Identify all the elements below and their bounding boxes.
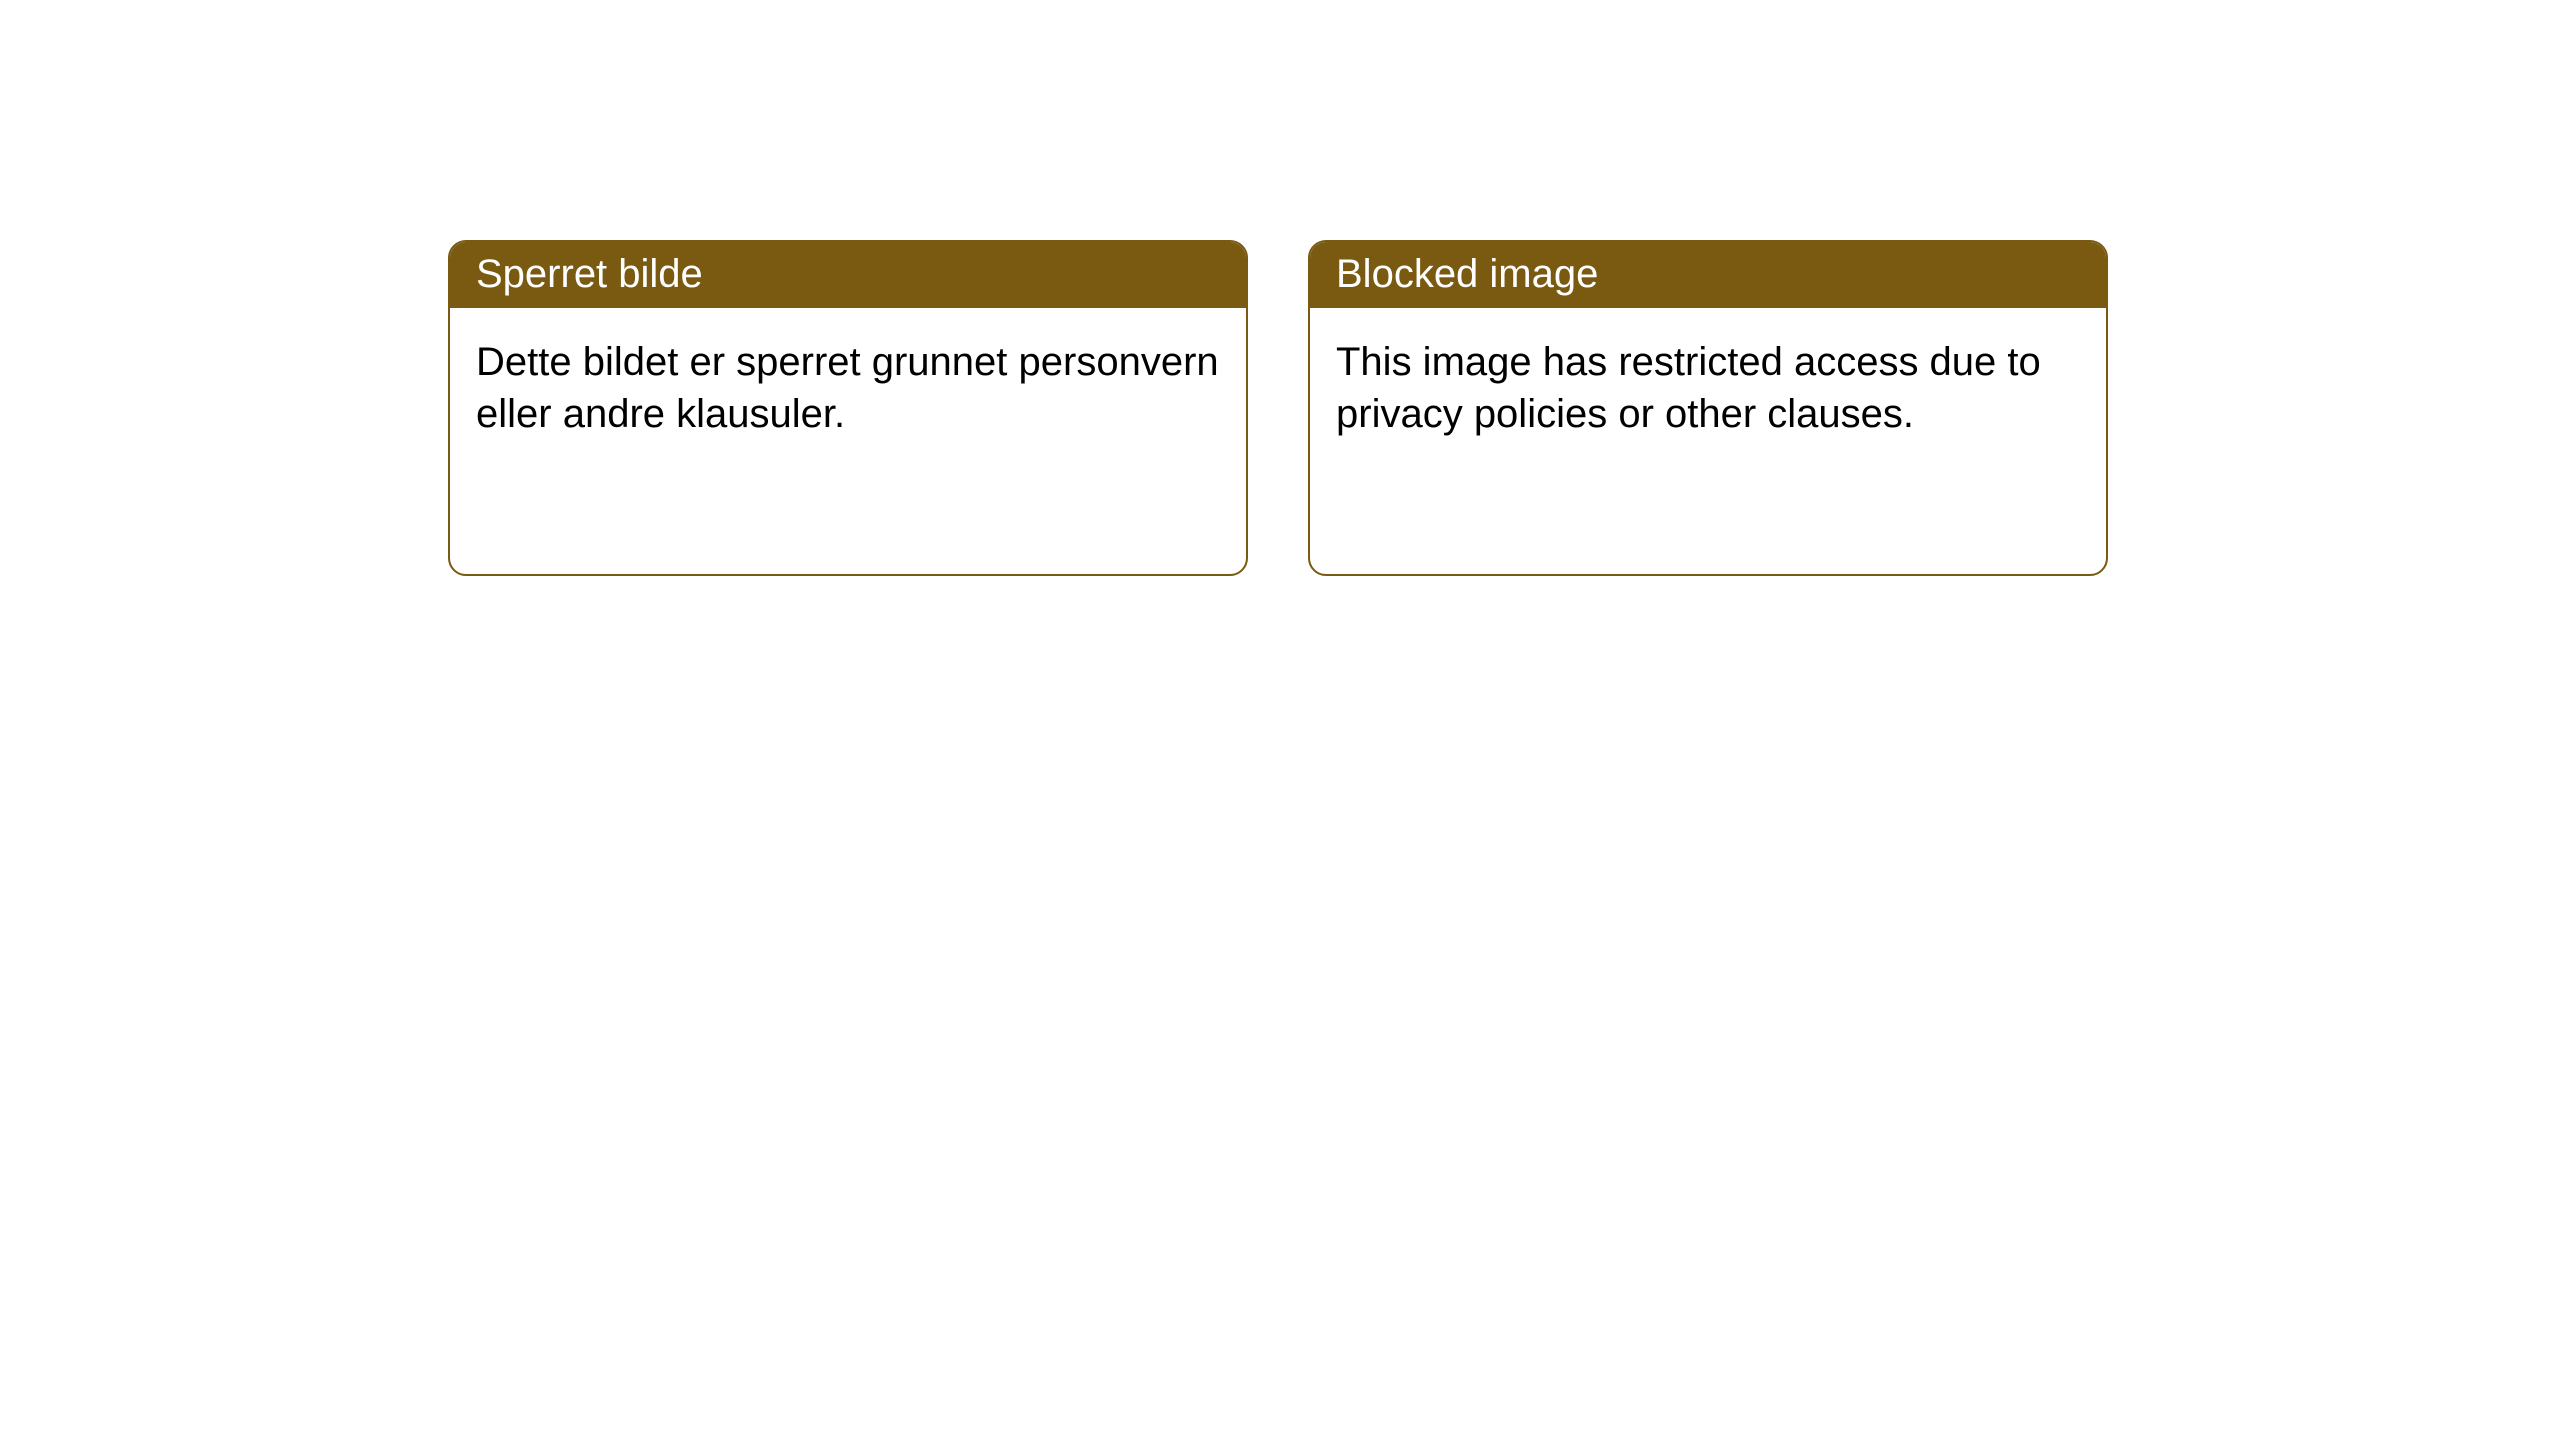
notice-container: Sperret bilde Dette bildet er sperret gr… — [448, 240, 2108, 576]
notice-box-english: Blocked image This image has restricted … — [1308, 240, 2108, 576]
notice-title: Sperret bilde — [450, 242, 1246, 308]
notice-body: This image has restricted access due to … — [1310, 308, 2106, 468]
viewport: Sperret bilde Dette bildet er sperret gr… — [0, 0, 2560, 1440]
notice-body: Dette bildet er sperret grunnet personve… — [450, 308, 1246, 468]
notice-title: Blocked image — [1310, 242, 2106, 308]
notice-box-norwegian: Sperret bilde Dette bildet er sperret gr… — [448, 240, 1248, 576]
